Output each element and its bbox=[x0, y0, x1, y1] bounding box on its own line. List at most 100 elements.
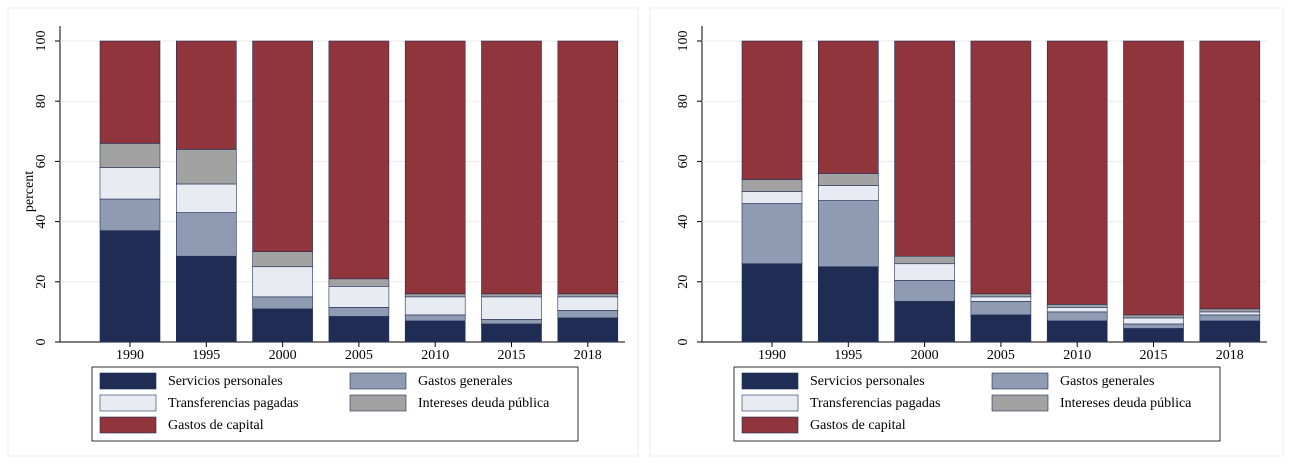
y-tick-label: 80 bbox=[676, 94, 691, 108]
bar-segment bbox=[970, 296, 1032, 302]
bar-segment bbox=[970, 301, 1032, 316]
bar-segment bbox=[404, 293, 466, 298]
x-tick-label: 2010 bbox=[421, 348, 449, 363]
bar-segment bbox=[557, 40, 619, 295]
legend-label: Gastos generales bbox=[418, 374, 512, 389]
bar-segment bbox=[817, 173, 879, 186]
x-tick-label: 2010 bbox=[1063, 348, 1091, 363]
bar-segment bbox=[176, 255, 237, 343]
legend-box bbox=[733, 366, 1221, 442]
bar-segment bbox=[970, 314, 1032, 343]
legend-label: Servicios personales bbox=[168, 374, 283, 389]
y-tick-label: 60 bbox=[34, 154, 49, 168]
x-tick-label: 2015 bbox=[1140, 348, 1168, 363]
legend-swatch bbox=[991, 372, 1049, 390]
bar-segment bbox=[99, 40, 161, 144]
bar-segment bbox=[481, 293, 542, 298]
y-tick-label: 100 bbox=[34, 31, 49, 52]
x-tick-label: 2005 bbox=[345, 348, 373, 363]
bar-segment bbox=[1123, 328, 1184, 343]
legend-swatch bbox=[741, 394, 799, 412]
bar-segment bbox=[1046, 307, 1108, 313]
bar-segment bbox=[1199, 320, 1261, 343]
x-tick-label: 2018 bbox=[574, 348, 602, 363]
legend-label: Gastos de capital bbox=[168, 418, 264, 433]
x-tick-label: 2015 bbox=[498, 348, 526, 363]
bar-segment bbox=[481, 40, 542, 295]
bar-segment bbox=[328, 286, 390, 308]
bar-segment bbox=[970, 40, 1032, 295]
bar-segment bbox=[894, 301, 955, 343]
y-tick-label: 20 bbox=[34, 275, 49, 289]
x-tick-label: 1995 bbox=[192, 348, 220, 363]
bar-segment bbox=[741, 191, 803, 204]
bar-segment bbox=[817, 266, 879, 343]
legend-swatch bbox=[349, 372, 407, 390]
bar-segment bbox=[99, 230, 161, 343]
y-axis-label: percent bbox=[22, 171, 37, 212]
bar-segment bbox=[817, 185, 879, 201]
bar-segment bbox=[1123, 40, 1184, 316]
bar-segment bbox=[99, 198, 161, 231]
bar-segment bbox=[1199, 314, 1261, 322]
bar-segment bbox=[481, 296, 542, 320]
y-tick-label: 0 bbox=[34, 339, 49, 346]
bar-segment bbox=[99, 167, 161, 200]
x-tick-label: 1990 bbox=[116, 348, 144, 363]
bar-segment bbox=[741, 40, 803, 180]
bar-segment bbox=[894, 279, 955, 302]
bar-segment bbox=[328, 278, 390, 287]
bar-segment bbox=[1199, 40, 1261, 310]
bar-segment bbox=[252, 40, 313, 252]
bar-segment bbox=[894, 40, 955, 257]
bar-segment bbox=[404, 320, 466, 343]
bar-segment bbox=[328, 316, 390, 343]
bar-segment bbox=[557, 317, 619, 343]
y-tick-label: 80 bbox=[34, 94, 49, 108]
x-tick-label: 2000 bbox=[269, 348, 297, 363]
bar-segment bbox=[1046, 40, 1108, 305]
x-tick-label: 2005 bbox=[987, 348, 1015, 363]
bar-segment bbox=[481, 319, 542, 325]
legend-swatch bbox=[741, 372, 799, 390]
bar-segment bbox=[1046, 320, 1108, 343]
bar-segment bbox=[252, 308, 313, 343]
bar-segment bbox=[99, 143, 161, 168]
legend-swatch bbox=[99, 416, 157, 434]
y-tick-label: 100 bbox=[676, 31, 691, 52]
legend-label: Servicios personales bbox=[810, 374, 925, 389]
legend-swatch bbox=[991, 394, 1049, 412]
legend-label: Transferencias pagadas bbox=[810, 396, 941, 411]
bar-segment bbox=[817, 40, 879, 174]
bar-segment bbox=[1123, 314, 1184, 319]
y-tick-label: 40 bbox=[676, 215, 691, 229]
x-tick-label: 2000 bbox=[911, 348, 939, 363]
y-tick-label: 0 bbox=[676, 339, 691, 346]
bar-segment bbox=[970, 293, 1032, 298]
y-tick-label: 60 bbox=[676, 154, 691, 168]
bar-segment bbox=[481, 323, 542, 343]
legend-swatch bbox=[99, 394, 157, 412]
legend-label: Gastos generales bbox=[1060, 374, 1154, 389]
x-tick-label: 2018 bbox=[1216, 348, 1244, 363]
bar-segment bbox=[1199, 311, 1261, 316]
legend-swatch bbox=[99, 372, 157, 390]
bar-segment bbox=[176, 183, 237, 213]
bar-segment bbox=[404, 314, 466, 322]
bar-segment bbox=[176, 40, 237, 150]
bar-segment bbox=[252, 251, 313, 268]
x-tick-label: 1995 bbox=[834, 348, 862, 363]
bar-segment bbox=[328, 307, 390, 317]
bar-segment bbox=[557, 296, 619, 311]
bar-segment bbox=[1046, 311, 1108, 322]
bar-segment bbox=[557, 293, 619, 298]
y-tick-label: 20 bbox=[676, 275, 691, 289]
legend-box bbox=[91, 366, 579, 442]
legend-label: Gastos de capital bbox=[810, 418, 906, 433]
bar-segment bbox=[1123, 323, 1184, 329]
legend-swatch bbox=[349, 394, 407, 412]
bar-segment bbox=[1199, 308, 1261, 313]
legend-label: Intereses deuda pública bbox=[418, 396, 550, 411]
bar-segment bbox=[557, 310, 619, 319]
